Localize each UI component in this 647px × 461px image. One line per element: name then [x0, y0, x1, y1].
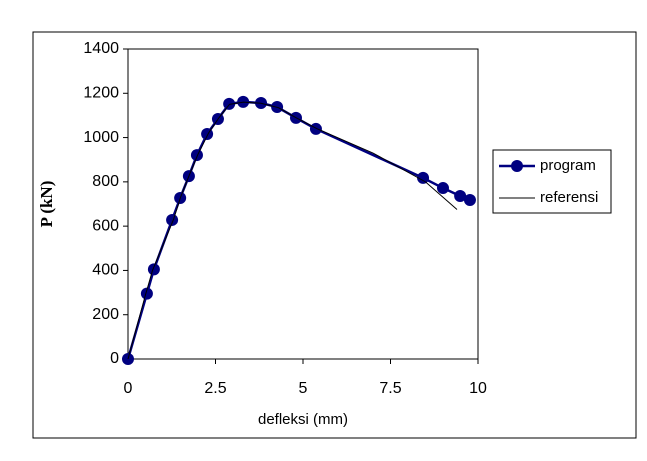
point	[166, 213, 179, 226]
y-tick-label: 1400	[83, 40, 119, 57]
x-tick-label: 0	[124, 380, 133, 397]
point	[309, 122, 322, 135]
x-tick-label: 2.5	[204, 380, 226, 397]
point	[417, 171, 430, 184]
point	[463, 194, 476, 207]
y-axis-label: P (kN)	[37, 181, 56, 228]
point	[437, 182, 449, 195]
legend	[492, 149, 612, 214]
x-tick-label: 7.5	[379, 380, 401, 397]
point	[223, 97, 236, 110]
y-tick-label: 200	[92, 306, 119, 323]
point	[147, 263, 160, 276]
legend-marker	[511, 160, 523, 172]
y-tick-label: 400	[92, 262, 119, 279]
point	[140, 287, 153, 300]
y-tick-label: 800	[92, 173, 119, 190]
series-line	[127, 101, 458, 360]
legend-label: program	[540, 157, 596, 174]
x-tick-label: 10	[469, 380, 487, 397]
x-axis-label: defleksi (mm)	[258, 411, 348, 428]
point	[454, 190, 467, 203]
y-tick-label: 1000	[83, 129, 119, 146]
y-tick-label: 0	[110, 350, 119, 367]
y-tick-label: 600	[92, 217, 119, 234]
legend-label: referensi	[540, 189, 598, 206]
x-tick-label: 5	[299, 380, 308, 397]
y-tick-label: 1200	[83, 85, 119, 102]
chart-frame	[32, 31, 637, 439]
point	[190, 149, 203, 162]
